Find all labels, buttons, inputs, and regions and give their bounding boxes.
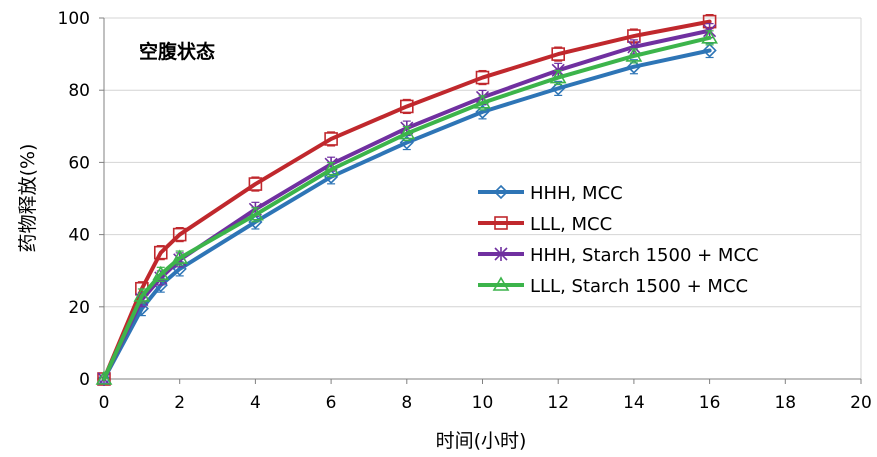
legend-item-3: HHH, Starch 1500 + MCC bbox=[478, 245, 759, 266]
series-4 bbox=[95, 29, 718, 385]
series-3-point-9 bbox=[627, 39, 641, 54]
y-tick-label-0: 0 bbox=[79, 370, 90, 390]
series-1-point-9 bbox=[626, 59, 642, 74]
x-axis-title: 时间(小时) bbox=[436, 430, 527, 452]
series-1-point-8 bbox=[551, 81, 566, 96]
series-4-point-7 bbox=[474, 94, 491, 109]
series-4-point-2 bbox=[152, 265, 170, 281]
series-2-point-3 bbox=[172, 227, 187, 242]
series-2 bbox=[97, 14, 717, 386]
legend-label-2: LLL, MCC bbox=[530, 214, 612, 235]
legend-label-4: LLL, Starch 1500 + MCC bbox=[530, 276, 748, 297]
series-3 bbox=[97, 23, 717, 386]
x-tick-label-18: 18 bbox=[774, 393, 796, 413]
y-tick-label-20: 20 bbox=[68, 298, 90, 318]
x-tick-label-8: 8 bbox=[401, 393, 412, 413]
series-4-point-9 bbox=[625, 47, 643, 62]
x-tick-label-16: 16 bbox=[699, 393, 721, 413]
legend: HHH, MCC LLL, MCC HHH, Starch 1500 + MCC LL… bbox=[478, 183, 759, 297]
condition-annotation: 空腹状态 bbox=[139, 40, 215, 63]
axes bbox=[99, 17, 862, 384]
x-tick-label-6: 6 bbox=[326, 393, 337, 413]
y-tick-label-80: 80 bbox=[68, 81, 90, 101]
x-tick-label-20: 20 bbox=[850, 393, 872, 413]
series-1-point-10 bbox=[702, 43, 717, 58]
x-tick-label-0: 0 bbox=[99, 393, 110, 413]
y-tick-label-100: 100 bbox=[58, 9, 90, 29]
series-2-point-6 bbox=[399, 99, 414, 114]
series-2-point-5 bbox=[324, 132, 338, 146]
x-tick-label-14: 14 bbox=[623, 393, 645, 413]
gridlines bbox=[104, 17, 862, 379]
series-4-point-6 bbox=[398, 124, 416, 140]
y-axis-title: 药物释放(%) bbox=[17, 144, 39, 253]
x-tick-label-2: 2 bbox=[174, 393, 185, 413]
series-4-point-5 bbox=[322, 161, 340, 176]
series-2-point-4 bbox=[248, 177, 263, 191]
y-tick-label-40: 40 bbox=[68, 226, 90, 246]
legend-swatch-marker-4 bbox=[492, 276, 510, 291]
legend-item-4: LLL, Starch 1500 + MCC bbox=[478, 276, 748, 297]
series-2-point-8 bbox=[551, 47, 566, 61]
series-4-point-10 bbox=[701, 29, 718, 44]
series-4-point-0 bbox=[95, 370, 113, 385]
legend-swatch-marker-3 bbox=[494, 247, 508, 261]
legend-item-2: LLL, MCC bbox=[478, 214, 612, 235]
x-tick-label-10: 10 bbox=[472, 393, 494, 413]
legend-label-3: HHH, Starch 1500 + MCC bbox=[530, 245, 759, 266]
y-tick-label-60: 60 bbox=[68, 153, 90, 173]
series-2-point-7 bbox=[475, 70, 490, 85]
legend-swatch-marker-2 bbox=[494, 216, 508, 230]
series-2-line bbox=[102, 19, 712, 381]
tick-labels: 0 20 40 60 80 100 0 2 4 6 8 10 12 14 16 18 20 bbox=[58, 9, 872, 413]
series-1 bbox=[96, 42, 717, 387]
series-4-point-1 bbox=[133, 287, 151, 302]
x-tick-label-12: 12 bbox=[547, 393, 569, 413]
series-2-point-2 bbox=[153, 245, 168, 260]
series-4-line bbox=[102, 35, 712, 381]
legend-swatch-marker-1 bbox=[493, 184, 509, 200]
series-4-point-4 bbox=[247, 206, 264, 221]
series-group bbox=[95, 14, 718, 387]
series-4-point-3 bbox=[171, 249, 189, 264]
series-3-line bbox=[102, 28, 712, 381]
x-tick-label-4: 4 bbox=[250, 393, 261, 413]
legend-label-1: HHH, MCC bbox=[530, 183, 623, 204]
series-4-point-8 bbox=[549, 68, 567, 84]
legend-item-1: HHH, MCC bbox=[478, 183, 623, 204]
